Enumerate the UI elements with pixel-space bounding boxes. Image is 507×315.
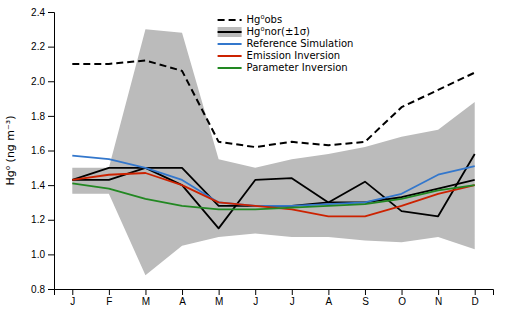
legend-swatch <box>218 31 242 33</box>
tick-mark <box>145 289 146 295</box>
tick: F <box>106 289 112 307</box>
tick: M <box>215 289 223 307</box>
tick: A <box>326 289 333 307</box>
tick: N <box>435 289 442 307</box>
axis-line <box>55 290 494 296</box>
band <box>72 29 474 275</box>
tick: 2.4 <box>31 7 54 18</box>
tick-label: N <box>435 296 442 307</box>
line <box>72 60 474 147</box>
legend-swatch <box>218 43 242 45</box>
legend-item: Emission Inversion <box>218 50 341 61</box>
tick-label: O <box>398 296 406 307</box>
tick-mark <box>475 289 476 295</box>
legend-label: Emission Inversion <box>247 50 341 61</box>
legend-label: Hg⁰obs <box>247 14 283 25</box>
tick-label: A <box>326 296 333 307</box>
legend-swatch <box>218 55 242 57</box>
tick-mark <box>48 254 54 255</box>
tick: 1.0 <box>31 249 54 260</box>
tick: J <box>290 289 295 307</box>
tick-mark <box>255 289 256 295</box>
tick-mark <box>109 289 110 295</box>
legend-swatch <box>218 27 242 37</box>
marks <box>72 29 474 275</box>
tick-mark <box>292 289 293 295</box>
tick-mark <box>402 289 403 295</box>
tick-mark <box>48 12 54 13</box>
tick-mark <box>48 151 54 152</box>
legend-item: Hg⁰obs <box>218 14 283 25</box>
tick: 0.8 <box>31 284 54 295</box>
line <box>72 156 474 206</box>
legend-label: Hg⁰nor(±1σ) <box>247 26 310 37</box>
tick: 2.2 <box>31 41 54 52</box>
axis-title: Hg⁰ (ng m⁻³) <box>4 115 17 185</box>
tick-label: 2.4 <box>31 7 45 18</box>
tick: 1.6 <box>31 145 54 156</box>
legend-swatch <box>218 67 242 69</box>
tick: 2.0 <box>31 76 54 87</box>
tick-label: J <box>290 296 295 307</box>
tick-mark <box>438 289 439 295</box>
line <box>72 154 474 228</box>
tick: D <box>472 289 479 307</box>
tick-label: J <box>70 296 75 307</box>
tick-mark <box>48 220 54 221</box>
x-axis: JFMAMJJASOND <box>55 289 494 307</box>
tick-label: D <box>472 296 479 307</box>
tick-label: 1.4 <box>31 180 45 191</box>
tick-label: 1.8 <box>31 111 45 122</box>
tick-label: S <box>362 296 369 307</box>
axis-line <box>48 13 55 290</box>
tick-label: 0.8 <box>31 284 45 295</box>
plot: J F M A M J J A S O N D 0.8 1.0 1.2 1.4 1.6 1.8 2.0 2.2 2.4 H… <box>4 7 494 307</box>
tick-mark <box>365 289 366 295</box>
tick-label: 1.0 <box>31 249 45 260</box>
tick: J <box>70 289 75 307</box>
tick-mark <box>48 116 54 117</box>
legend-label: Parameter Inversion <box>247 62 348 73</box>
legend-swatch <box>218 19 242 21</box>
tick: A <box>179 289 186 307</box>
tick-label: M <box>215 296 223 307</box>
tick-mark <box>48 81 54 82</box>
legend-item: Reference Simulation <box>218 38 354 49</box>
tick: J <box>253 289 258 307</box>
tick-label: F <box>106 296 112 307</box>
tick-label: 2.0 <box>31 76 45 87</box>
tick-label: 2.2 <box>31 41 45 52</box>
tick-mark <box>219 289 220 295</box>
tick: 1.2 <box>31 214 54 225</box>
tick-mark <box>48 185 54 186</box>
tick-label: J <box>253 296 258 307</box>
tick-label: M <box>142 296 150 307</box>
tick-mark <box>328 289 329 295</box>
tick: M <box>142 289 150 307</box>
tick-mark <box>48 289 54 290</box>
chart: J F M A M J J A S O N D 0.8 1.0 1.2 1.4 1.6 1.8 2.0 2.2 2.4 H… <box>0 0 507 315</box>
legend: Hg⁰obsHg⁰nor(±1σ)Reference SimulationEmi… <box>218 14 354 73</box>
tick: 1.4 <box>31 180 54 191</box>
tick-mark <box>72 289 73 295</box>
tick-label: A <box>179 296 186 307</box>
tick: S <box>362 289 369 307</box>
tick: 1.8 <box>31 111 54 122</box>
tick-mark <box>48 47 54 48</box>
tick: O <box>398 289 406 307</box>
legend-item: Parameter Inversion <box>218 62 348 73</box>
tick-label: 1.2 <box>31 214 45 225</box>
tick-label: 1.6 <box>31 145 45 156</box>
y-axis: 0.8 1.0 1.2 1.4 1.6 1.8 2.0 2.2 2.4 <box>31 7 54 295</box>
line <box>72 173 474 216</box>
tick-mark <box>182 289 183 295</box>
line <box>72 183 474 209</box>
legend-label: Reference Simulation <box>247 38 354 49</box>
legend-item: Hg⁰nor(±1σ) <box>218 26 310 37</box>
